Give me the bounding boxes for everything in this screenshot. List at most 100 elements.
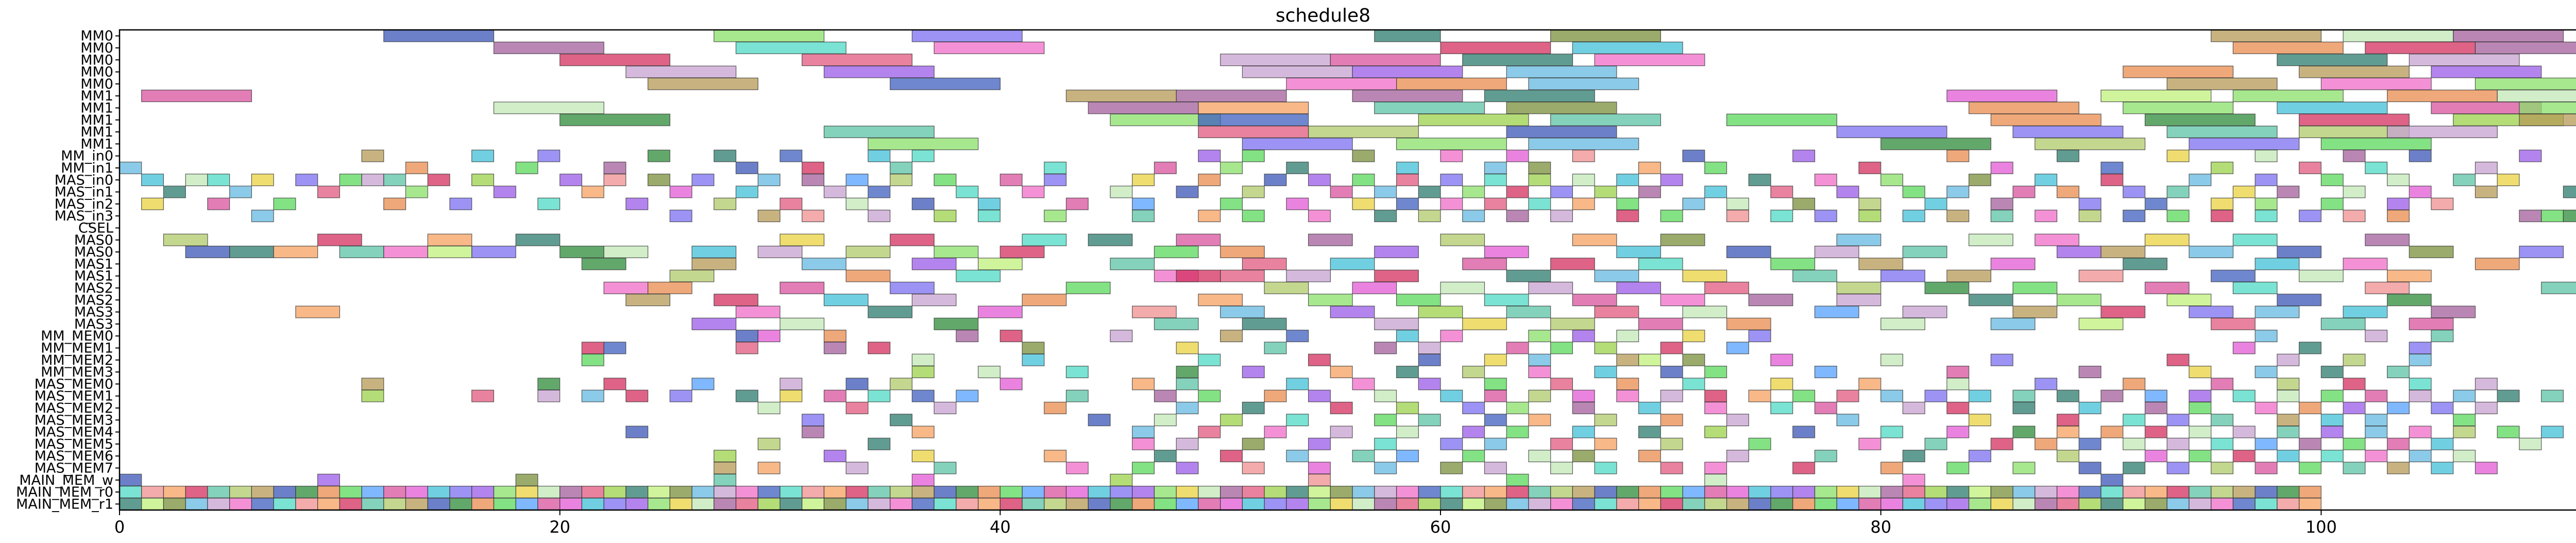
task-bar	[1506, 185, 1529, 198]
task-bar	[560, 174, 582, 186]
task-bar	[845, 174, 869, 186]
task-bar	[2365, 414, 2388, 427]
task-bar	[2012, 485, 2036, 498]
task-bar	[1044, 401, 1067, 414]
task-bar	[1946, 269, 1991, 282]
task-bar	[735, 342, 758, 354]
task-bar	[1770, 498, 1793, 511]
task-bar	[2057, 185, 2079, 198]
task-bar	[735, 161, 758, 174]
task-bar	[2277, 485, 2300, 498]
y-tick-label: MAS0	[74, 244, 113, 260]
y-tick-label: MAS2	[74, 280, 113, 296]
task-bar	[934, 317, 979, 330]
task-bar	[2211, 269, 2256, 282]
task-bar	[956, 485, 979, 498]
task-bar	[1616, 389, 1639, 402]
task-bar	[1462, 258, 1507, 270]
task-bar	[1836, 281, 1882, 294]
task-bar	[471, 498, 495, 511]
task-bar	[1726, 342, 1749, 354]
task-bar	[1704, 389, 1727, 402]
task-bar	[2365, 450, 2388, 463]
task-bar	[1528, 281, 1573, 294]
task-bar	[119, 161, 142, 174]
task-bar	[1264, 342, 1287, 354]
task-bar	[1176, 90, 1287, 103]
task-bar	[427, 233, 472, 246]
task-bar	[295, 485, 318, 498]
task-bar	[2166, 462, 2190, 474]
task-bar	[1880, 462, 1903, 474]
task-bar	[471, 174, 495, 186]
task-bar	[1132, 462, 1155, 474]
task-bar	[2387, 90, 2498, 103]
task-bar	[669, 269, 715, 282]
task-bar	[1726, 485, 1749, 498]
task-bar	[141, 498, 164, 511]
task-bar	[2365, 161, 2388, 174]
task-bar	[1660, 210, 1683, 223]
task-bar	[1924, 281, 1970, 294]
task-bar	[757, 437, 781, 450]
task-bar	[1704, 401, 1727, 414]
task-bar	[934, 246, 979, 259]
task-bar	[581, 185, 604, 198]
task-bar	[1638, 161, 1661, 174]
x-tick-label: 60	[1430, 517, 1451, 537]
task-bar	[2255, 498, 2278, 511]
task-bar	[823, 342, 846, 354]
task-bar	[1616, 353, 1639, 366]
task-bar	[1792, 485, 1816, 498]
task-bar	[1990, 258, 2036, 270]
task-bar	[1462, 401, 1485, 414]
y-tick-label: MAS_MEM0	[35, 376, 113, 392]
task-bar	[2299, 401, 2321, 414]
task-bar	[1528, 389, 1551, 402]
task-bar	[1132, 197, 1155, 210]
task-bar	[934, 485, 957, 498]
task-bar	[1132, 498, 1155, 511]
task-bar	[2343, 210, 2366, 223]
task-bar	[2299, 161, 2321, 174]
task-bar	[1726, 197, 1749, 210]
task-bar	[1990, 161, 2013, 174]
task-bar	[1396, 485, 1419, 498]
task-bar	[339, 174, 362, 186]
task-bar	[1176, 365, 1199, 378]
task-bar	[2166, 185, 2190, 198]
task-bar	[1616, 174, 1639, 186]
task-bar	[1198, 210, 1221, 223]
task-bar	[1264, 174, 1287, 186]
task-bar	[934, 462, 957, 474]
task-bar	[251, 485, 274, 498]
task-bar	[2100, 426, 2124, 438]
task-bar	[2365, 330, 2388, 343]
task-bar	[647, 485, 670, 498]
task-bar	[1110, 485, 1133, 498]
task-bar	[911, 498, 935, 511]
task-bar	[2123, 101, 2234, 114]
task-bar	[1880, 269, 1925, 282]
task-bar	[1308, 353, 1331, 366]
task-bar	[1946, 426, 1970, 438]
task-bar	[1638, 401, 1661, 414]
task-bar	[911, 258, 957, 270]
task-bar	[625, 389, 649, 402]
task-bar	[1969, 498, 1991, 511]
task-bar	[2299, 269, 2344, 282]
task-bar	[1484, 437, 1507, 450]
task-bar	[2277, 426, 2300, 438]
task-bar	[1880, 138, 1991, 150]
task-bar	[2431, 197, 2454, 210]
task-bar	[1154, 414, 1177, 427]
task-bar	[2100, 161, 2124, 174]
task-bar	[1462, 317, 1507, 330]
task-bar	[2189, 401, 2212, 414]
task-bar	[823, 185, 846, 198]
task-bar	[1858, 378, 1882, 391]
task-bar	[757, 174, 781, 186]
task-bar	[1264, 389, 1287, 402]
task-bar	[1660, 462, 1683, 474]
task-bar	[2255, 437, 2278, 450]
